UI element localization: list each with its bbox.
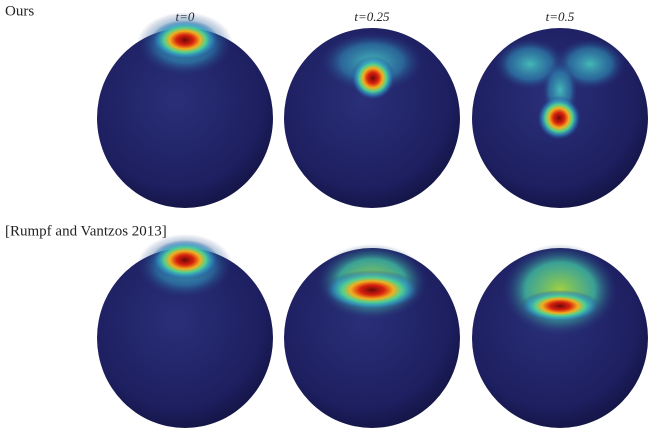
sphere-render [472, 244, 648, 428]
row-label: [Rumpf and Vantzos 2013] [5, 223, 167, 239]
sphere-render [284, 28, 460, 208]
sphere-render [472, 28, 648, 208]
column-label: t=0.5 [546, 9, 575, 24]
column-label: t=0.25 [354, 9, 390, 24]
sphere-render [97, 12, 273, 208]
row-label: Ours [5, 3, 34, 19]
sphere-render [97, 234, 273, 428]
sphere-render [284, 244, 460, 428]
